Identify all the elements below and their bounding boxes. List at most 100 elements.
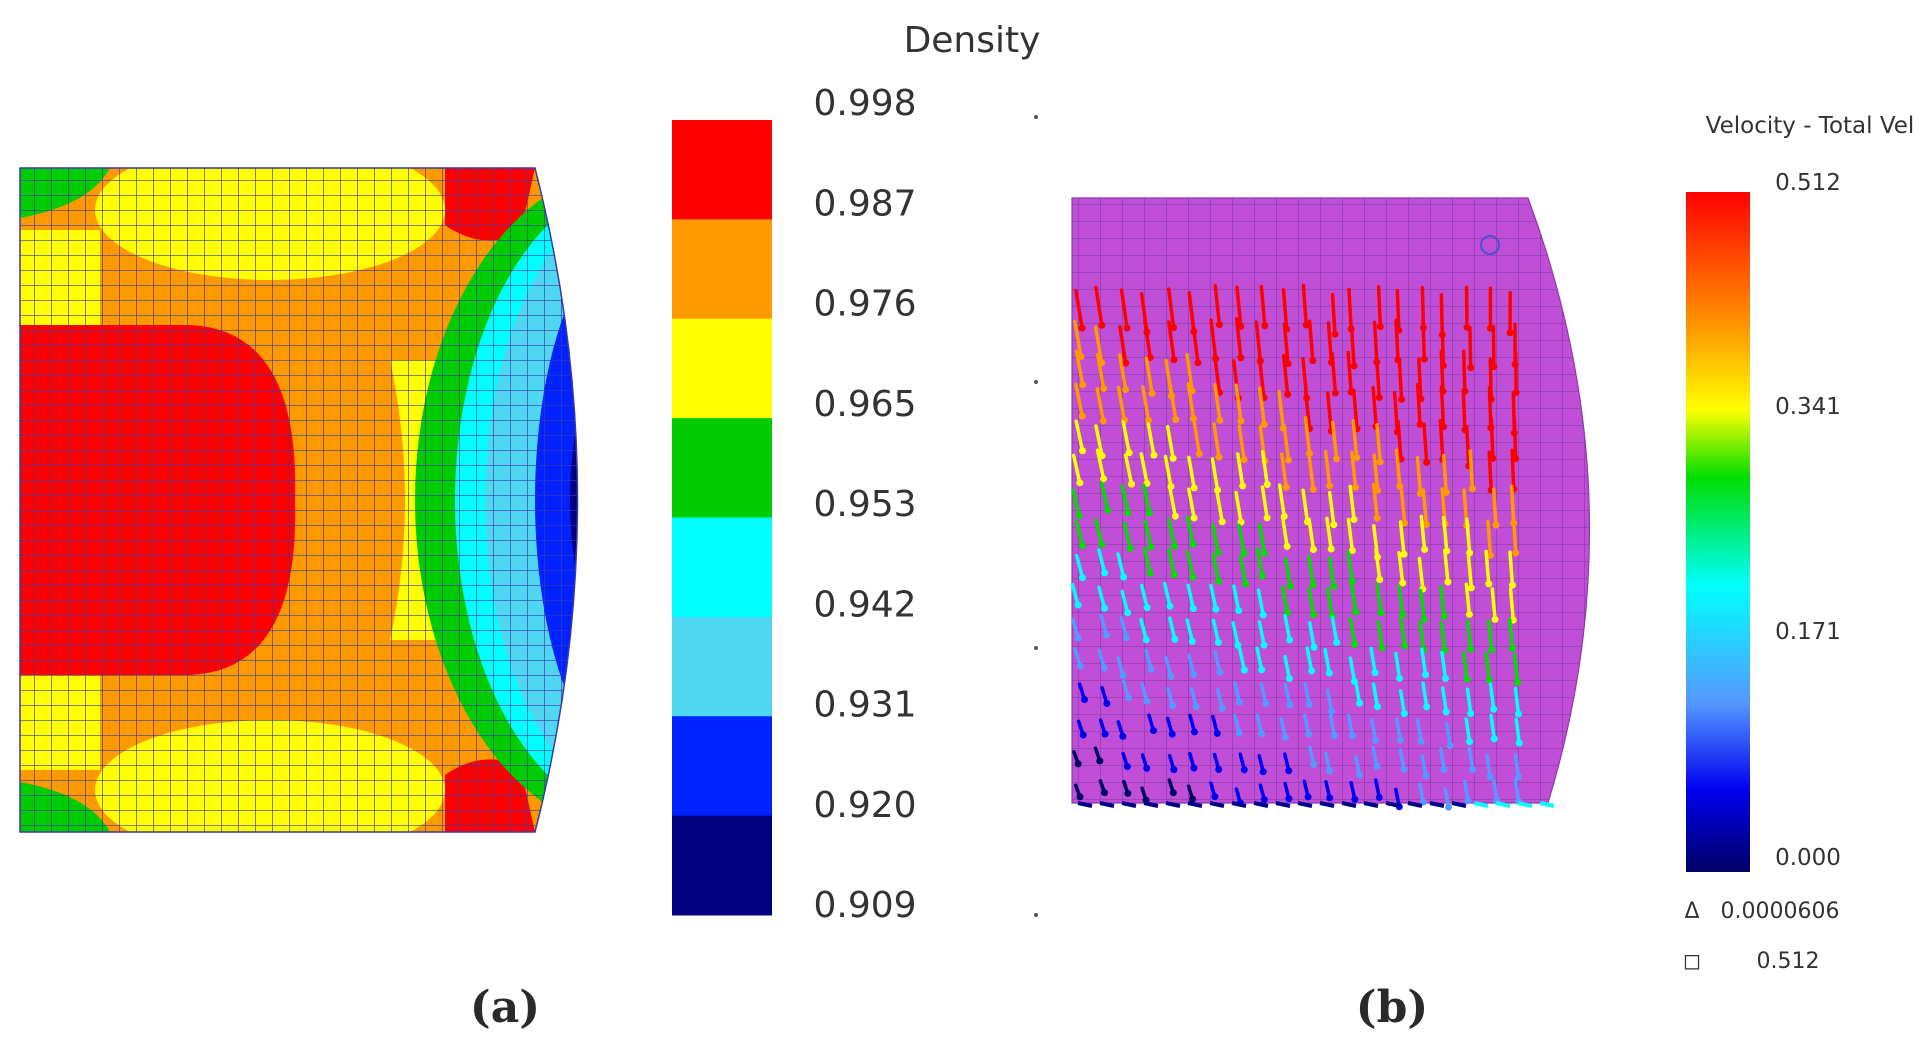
velocity-arrow <box>1491 487 1498 527</box>
velocity-arrow <box>1473 801 1489 808</box>
density-legend-value: 0.998 <box>813 83 916 124</box>
velocity-arrow <box>1307 453 1316 492</box>
velocity-legend-values: 0.512 0.341 0.171 0.000 <box>1775 170 1841 871</box>
velocity-arrow-head <box>1467 645 1475 653</box>
velocity-arrow <box>1399 617 1407 648</box>
velocity-arrow-head <box>1149 727 1157 735</box>
velocity-arrow-head <box>1190 671 1198 679</box>
velocity-arrow-head <box>1123 324 1131 332</box>
velocity-arrow <box>1121 801 1137 808</box>
velocity-arrow-head <box>1143 764 1151 772</box>
velocity-arrow <box>1421 317 1427 361</box>
velocity-arrow <box>1489 416 1495 461</box>
velocity-arrow-head <box>1103 699 1111 707</box>
velocity-arrow <box>1231 621 1240 648</box>
velocity-arrow <box>1074 553 1085 580</box>
velocity-arrow <box>1095 387 1106 423</box>
velocity-arrow-head <box>1240 549 1248 557</box>
velocity-arrow <box>1417 556 1425 591</box>
velocity-arrow <box>1074 349 1085 387</box>
velocity-arrow-head <box>1396 736 1404 744</box>
velocity-arrow-head <box>1216 416 1224 424</box>
velocity-arrow-head <box>1310 611 1318 619</box>
velocity-arrow-head <box>1260 796 1268 804</box>
velocity-arrow-head <box>1258 666 1266 674</box>
velocity-arrow-head <box>1128 480 1136 488</box>
velocity-arrow <box>1211 618 1221 645</box>
velocity-arrow-head <box>1416 420 1424 428</box>
velocity-arrow <box>1468 325 1473 370</box>
velocity-arrow-head <box>1420 615 1428 623</box>
velocity-arrow-head <box>1124 694 1132 702</box>
velocity-arrow-head <box>1492 521 1500 529</box>
velocity-arrow-head <box>1401 642 1409 650</box>
velocity-arrow <box>1363 801 1379 808</box>
velocity-arrow-head <box>1371 669 1379 677</box>
max-symbol: ◻ <box>1683 949 1701 974</box>
velocity-arrow-head <box>1330 521 1338 529</box>
velocity-arrow <box>1168 616 1177 642</box>
velocity-arrow-head <box>1467 710 1475 718</box>
velocity-arrow <box>1466 554 1474 590</box>
velocity-arrow <box>1369 646 1377 675</box>
velocity-arrow <box>1461 651 1469 681</box>
velocity-arrows <box>1070 283 1555 811</box>
velocity-arrow-head <box>1145 416 1153 424</box>
velocity-arrow <box>1305 646 1314 673</box>
velocity-arrow <box>1398 689 1407 716</box>
velocity-arrow-head <box>1398 395 1406 403</box>
velocity-arrow-head <box>1333 455 1341 463</box>
velocity-arrow-head <box>1485 676 1493 684</box>
velocity-arrow <box>1139 583 1149 610</box>
velocity-arrow <box>1257 522 1267 555</box>
velocity-arrow <box>1418 621 1426 652</box>
velocity-arrow <box>1163 454 1173 489</box>
density-legend-value: 0.931 <box>813 685 916 726</box>
velocity-arrow-head <box>1078 412 1086 420</box>
velocity-arrow-head <box>1284 390 1292 398</box>
velocity-arrow <box>1323 648 1332 675</box>
velocity-arrow <box>1484 549 1491 586</box>
velocity-arrow-head <box>1189 605 1197 613</box>
velocity-arrow <box>1422 422 1429 465</box>
velocity-arrow-head <box>1190 484 1198 492</box>
velocity-arrow <box>1143 318 1152 360</box>
velocity-arrow-head <box>1240 456 1248 464</box>
velocity-arrow-head <box>1514 678 1522 686</box>
velocity-arrow <box>1282 322 1290 366</box>
velocity-arrow-head <box>1514 710 1522 718</box>
velocity-arrow-head <box>1235 698 1243 706</box>
density-swatch <box>672 120 772 220</box>
velocity-arrow <box>1512 416 1518 461</box>
velocity-arrow-head <box>1285 767 1293 775</box>
velocity-arrow-head <box>1104 506 1112 514</box>
velocity-arrow-head <box>1465 610 1473 618</box>
velocity-arrow-head <box>1348 577 1356 585</box>
velocity-arrow-head <box>1124 509 1132 517</box>
velocity-arrow-head <box>1235 729 1243 737</box>
velocity-arrow <box>1143 519 1153 549</box>
velocity-legend-title: Velocity - Total Vel <box>1706 113 1915 139</box>
velocity-arrow <box>1351 419 1359 460</box>
velocity-arrow-head <box>1169 702 1177 710</box>
velocity-arrow-head <box>1286 582 1294 590</box>
velocity-arrow <box>1165 424 1175 461</box>
velocity-arrow-head <box>1309 357 1317 365</box>
velocity-arrow <box>1465 517 1472 555</box>
velocity-arrow <box>1211 553 1221 584</box>
velocity-arrow-head <box>1261 322 1269 330</box>
velocity-arrow-head <box>1331 389 1339 397</box>
velocity-arrow <box>1301 488 1310 524</box>
density-legend: Density 0.9980.9870.9760.9650.9530.9420.… <box>672 20 1040 926</box>
velocity-arrow-head <box>1263 481 1271 489</box>
velocity-arrow <box>1376 285 1383 329</box>
velocity-arrow-head <box>1259 611 1267 619</box>
velocity-arrow <box>1510 448 1516 491</box>
velocity-arrow <box>1419 514 1427 552</box>
velocity-arrow <box>1330 615 1339 645</box>
velocity-arrow <box>1280 515 1289 549</box>
velocity-arrow-head <box>1285 675 1293 683</box>
velocity-arrow-head <box>1260 549 1268 557</box>
velocity-arrow-head <box>1328 707 1336 715</box>
velocity-arrow-head <box>1194 359 1202 367</box>
